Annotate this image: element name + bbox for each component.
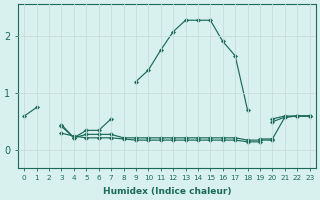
X-axis label: Humidex (Indice chaleur): Humidex (Indice chaleur) <box>103 187 231 196</box>
